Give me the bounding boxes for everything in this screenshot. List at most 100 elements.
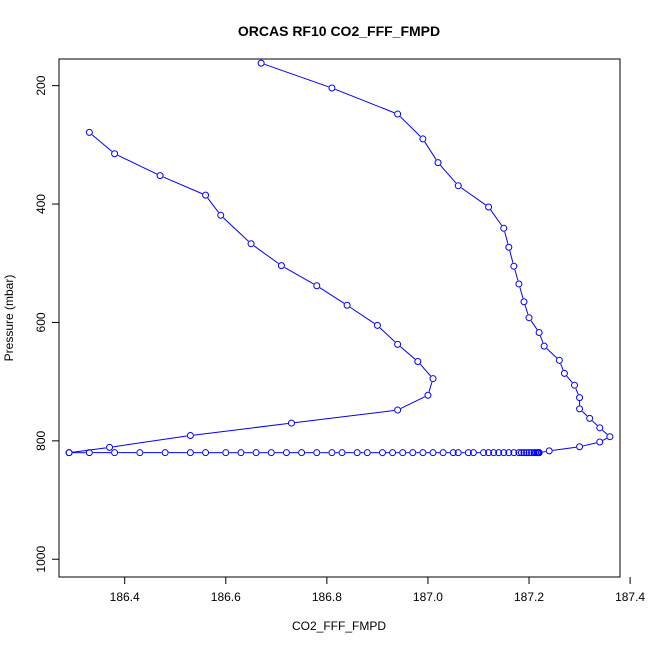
series-line-segment — [284, 266, 314, 285]
series-line-segment — [602, 437, 607, 441]
series-line-segment — [504, 231, 509, 244]
data-point — [277, 262, 285, 270]
data-point — [520, 449, 528, 457]
plot-frame — [58, 58, 621, 578]
chart-title: ORCAS RF10 CO2_FFF_FMPD — [238, 23, 440, 39]
data-point — [429, 449, 437, 457]
data-point — [111, 449, 119, 457]
series-line-segment — [163, 176, 203, 195]
x-axis: 186.4 186.6 186.8 187.0 187.2 187.4 — [110, 577, 645, 604]
series-line-segment — [519, 287, 524, 299]
series-line-segment — [349, 306, 375, 324]
data-point — [505, 243, 513, 251]
x-tick-label: 187.0 — [413, 590, 443, 604]
series-line-segment — [424, 141, 437, 160]
x-tick-label: 187.2 — [514, 590, 544, 604]
series-line-segment — [530, 320, 538, 330]
data-point — [576, 405, 584, 413]
data-point — [186, 449, 194, 457]
data-point — [161, 449, 169, 457]
data-point — [257, 59, 265, 67]
series-line-segment — [575, 388, 579, 395]
series-line-segment — [264, 63, 329, 88]
data-point — [525, 449, 533, 457]
series-line-segment — [591, 420, 598, 426]
series-line-segment — [319, 287, 345, 304]
data-point — [298, 449, 306, 457]
data-point — [586, 414, 594, 422]
series-line-segment — [193, 423, 288, 436]
series-line-segment — [552, 446, 577, 451]
series-line-segment — [602, 429, 608, 435]
series-line-segment — [490, 209, 503, 226]
y-tick-label: 600 — [34, 312, 48, 332]
series-line-segment — [560, 363, 564, 371]
series-line-segment — [419, 363, 431, 377]
series-3 — [65, 449, 543, 457]
data-point — [606, 433, 614, 441]
data-point — [353, 449, 361, 457]
data-point — [545, 447, 553, 455]
data-point — [313, 449, 321, 457]
data-point — [394, 406, 402, 414]
series-line-segment — [524, 305, 529, 315]
data-point — [399, 449, 407, 457]
data-point — [576, 443, 584, 451]
data-point — [439, 449, 447, 457]
data-point — [480, 449, 488, 457]
data-point — [490, 449, 498, 457]
data-point — [571, 381, 579, 389]
data-point — [454, 182, 462, 190]
series-line-segment — [542, 451, 546, 453]
data-point — [363, 449, 371, 457]
series-line-segment — [399, 116, 421, 137]
data-point — [500, 224, 508, 232]
data-point — [485, 203, 493, 211]
data-point — [596, 438, 604, 446]
data-point — [576, 394, 584, 402]
y-axis: 200 400 600 800 1000 — [34, 75, 59, 573]
data-point — [282, 449, 290, 457]
series-line-segment — [113, 435, 187, 448]
data-point — [247, 240, 255, 248]
data-point — [525, 314, 533, 322]
y-tick-label: 200 — [34, 75, 48, 95]
series-line-segment — [91, 134, 113, 152]
y-tick-label: 800 — [34, 431, 48, 451]
data-point — [237, 449, 245, 457]
data-point — [495, 449, 503, 457]
y-tick-label: 1000 — [34, 546, 48, 573]
data-point — [111, 150, 119, 158]
data-point — [217, 211, 225, 219]
data-point — [555, 356, 563, 364]
x-tick-label: 187.4 — [615, 590, 645, 604]
y-axis-label: Pressure (mbar) — [2, 275, 16, 362]
series-line-segment — [581, 410, 588, 417]
data-point — [560, 369, 568, 377]
data-point — [313, 282, 321, 290]
data-point — [186, 432, 194, 440]
series-line-segment — [440, 164, 457, 184]
series-1 — [257, 59, 614, 457]
data-point — [510, 449, 518, 457]
data-point — [449, 449, 457, 457]
series-line-segment — [509, 250, 514, 263]
data-point — [419, 135, 427, 143]
series-line-segment — [566, 375, 573, 383]
data-point — [328, 449, 336, 457]
x-tick-label: 186.4 — [110, 590, 140, 604]
data-point — [419, 449, 427, 457]
series-line-segment — [400, 346, 416, 360]
data-point — [515, 280, 523, 288]
data-point — [338, 449, 346, 457]
data-point — [505, 449, 513, 457]
data-point — [485, 449, 493, 457]
data-point — [540, 342, 548, 350]
data-point — [424, 391, 432, 399]
series-layer — [65, 59, 614, 457]
series-line-segment — [539, 335, 544, 343]
data-point — [343, 301, 351, 309]
series-line-segment — [223, 217, 249, 242]
data-point — [515, 449, 523, 457]
